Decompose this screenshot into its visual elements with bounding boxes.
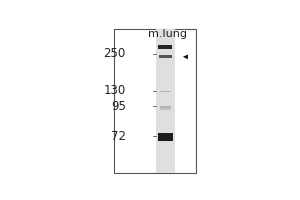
FancyBboxPatch shape: [160, 106, 171, 108]
Text: 72: 72: [111, 130, 126, 143]
Text: 250: 250: [103, 47, 126, 60]
FancyBboxPatch shape: [159, 55, 172, 58]
Text: m.lung: m.lung: [148, 29, 187, 39]
Polygon shape: [183, 54, 188, 59]
FancyBboxPatch shape: [160, 91, 171, 92]
FancyBboxPatch shape: [158, 45, 172, 49]
FancyBboxPatch shape: [114, 29, 196, 173]
Text: 95: 95: [111, 100, 126, 113]
FancyBboxPatch shape: [158, 133, 173, 141]
Text: 130: 130: [103, 84, 126, 97]
FancyBboxPatch shape: [160, 108, 171, 110]
FancyBboxPatch shape: [156, 29, 175, 173]
